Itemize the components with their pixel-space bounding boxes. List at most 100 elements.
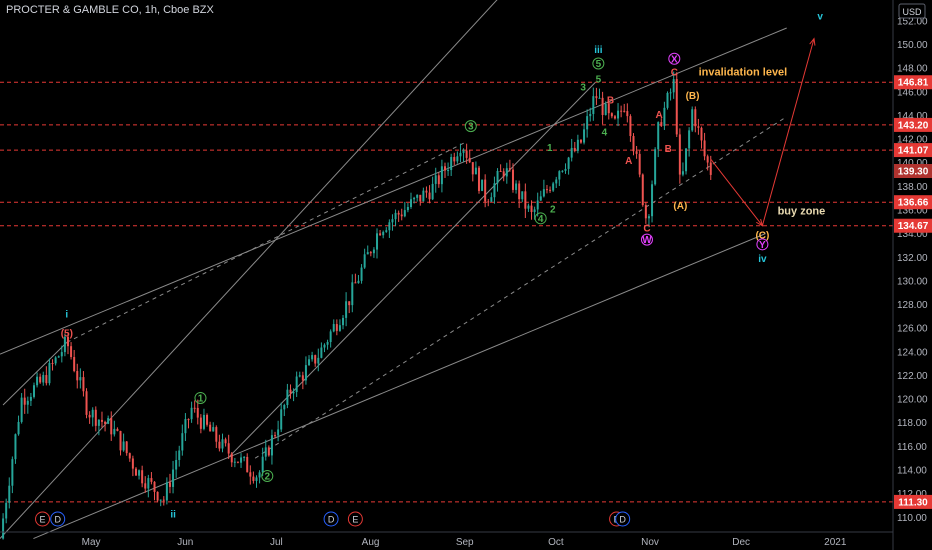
wave-label: (5) bbox=[61, 328, 73, 339]
candle-body bbox=[116, 428, 119, 431]
candle-body bbox=[598, 97, 601, 99]
dividend-badge[interactable]: D bbox=[323, 511, 339, 527]
candle-body bbox=[410, 199, 413, 208]
y-tick-label: 142.00 bbox=[897, 135, 928, 146]
level-price-tag bbox=[894, 143, 932, 158]
x-axis[interactable]: May Jun Jul Aug Sep Oct Nov Dec 2021 bbox=[0, 531, 893, 548]
candle-body bbox=[131, 458, 134, 469]
wave-circle bbox=[756, 238, 769, 251]
candle-body bbox=[629, 116, 632, 137]
badge-circle bbox=[323, 511, 339, 527]
candle-body bbox=[484, 179, 487, 202]
wave-label: 4 bbox=[538, 214, 544, 225]
candle-body bbox=[397, 212, 400, 215]
candle-body bbox=[481, 179, 484, 191]
candle-body bbox=[570, 147, 573, 158]
candles bbox=[2, 71, 712, 540]
candle-body bbox=[610, 113, 613, 117]
wave-circle bbox=[194, 391, 207, 404]
candle-body bbox=[320, 347, 323, 358]
badge-circle bbox=[615, 511, 631, 527]
dashed-trend-line bbox=[254, 116, 787, 459]
candle-body bbox=[147, 478, 150, 489]
y-tick-label: 112.00 bbox=[897, 489, 927, 500]
candle-body bbox=[51, 362, 54, 364]
candle-body bbox=[564, 168, 567, 171]
level-price-tag bbox=[894, 218, 932, 233]
candle-body bbox=[17, 421, 20, 435]
wave-label: iv bbox=[758, 254, 767, 265]
candle-body bbox=[314, 355, 317, 364]
candle-body bbox=[23, 397, 26, 405]
candle-body bbox=[533, 209, 536, 213]
candle-body bbox=[274, 435, 277, 437]
wave-label: 3 bbox=[468, 122, 474, 133]
candle-body bbox=[542, 189, 545, 197]
candle-body bbox=[311, 355, 314, 360]
candle-body bbox=[172, 469, 175, 487]
wave-circle bbox=[640, 233, 653, 246]
level-price-label: 134.67 bbox=[898, 221, 929, 232]
candle-body bbox=[295, 376, 298, 392]
level-price-label: 136.66 bbox=[898, 198, 929, 209]
x-tick-label: Aug bbox=[362, 537, 380, 548]
candle-body bbox=[227, 443, 230, 454]
candle-body bbox=[338, 325, 341, 331]
candle-body bbox=[660, 122, 663, 126]
level-price-tag bbox=[894, 494, 932, 509]
candle-body bbox=[332, 324, 335, 332]
candle-body bbox=[394, 212, 397, 220]
candle-body bbox=[122, 441, 125, 451]
candle-body bbox=[555, 179, 558, 184]
chart-annotation: buy zone bbox=[778, 206, 826, 218]
wave-label: A bbox=[656, 110, 663, 121]
projection-arrowhead bbox=[809, 37, 816, 46]
x-tick-label: Nov bbox=[641, 537, 659, 548]
earnings-badge[interactable]: E bbox=[347, 511, 363, 527]
dividend-badge[interactable]: D bbox=[50, 511, 66, 527]
candle-body bbox=[14, 434, 17, 460]
candle-body bbox=[323, 344, 326, 348]
candle-body bbox=[85, 391, 88, 415]
candle-body bbox=[694, 109, 697, 127]
badge-letter: E bbox=[352, 515, 358, 525]
candle-body bbox=[215, 427, 218, 442]
candle-body bbox=[144, 483, 147, 489]
candle-body bbox=[308, 359, 311, 366]
currency-button[interactable]: USD bbox=[898, 3, 926, 19]
wave-label: (B) bbox=[686, 91, 700, 102]
y-tick-label: 130.00 bbox=[897, 276, 928, 287]
x-tick-label: May bbox=[82, 537, 101, 548]
candle-body bbox=[119, 430, 122, 451]
candle-body bbox=[128, 453, 131, 459]
wave-label: 5 bbox=[596, 74, 602, 85]
y-tick-label: 148.00 bbox=[897, 64, 928, 75]
candle-body bbox=[63, 336, 66, 353]
candle-body bbox=[496, 170, 499, 184]
candle-body bbox=[604, 103, 607, 116]
dividend-badge[interactable]: D bbox=[615, 511, 631, 527]
candle-body bbox=[440, 166, 443, 185]
wave-circle bbox=[534, 212, 547, 225]
candle-body bbox=[351, 282, 354, 306]
candle-body bbox=[66, 336, 69, 347]
candle-body bbox=[138, 470, 141, 476]
candle-body bbox=[579, 139, 582, 143]
badge-circle bbox=[50, 511, 66, 527]
wave-label: v bbox=[817, 12, 823, 23]
candle-body bbox=[431, 183, 434, 200]
candle-body bbox=[298, 375, 301, 377]
candle-body bbox=[675, 79, 678, 135]
candle-body bbox=[376, 233, 379, 250]
candle-body bbox=[419, 194, 422, 202]
wave-label: 2 bbox=[265, 471, 271, 482]
candle-body bbox=[345, 301, 348, 318]
candle-body bbox=[524, 191, 527, 209]
y-axis[interactable]: 110.00 112.00 114.00 116.00 118.00 120.00 122.… bbox=[892, 0, 932, 550]
earnings-badge[interactable]: E bbox=[35, 511, 51, 527]
candle-body bbox=[471, 162, 474, 175]
event-badges[interactable]: EDDEED bbox=[35, 511, 631, 527]
candle-body bbox=[134, 468, 137, 476]
candle-body bbox=[613, 116, 616, 119]
